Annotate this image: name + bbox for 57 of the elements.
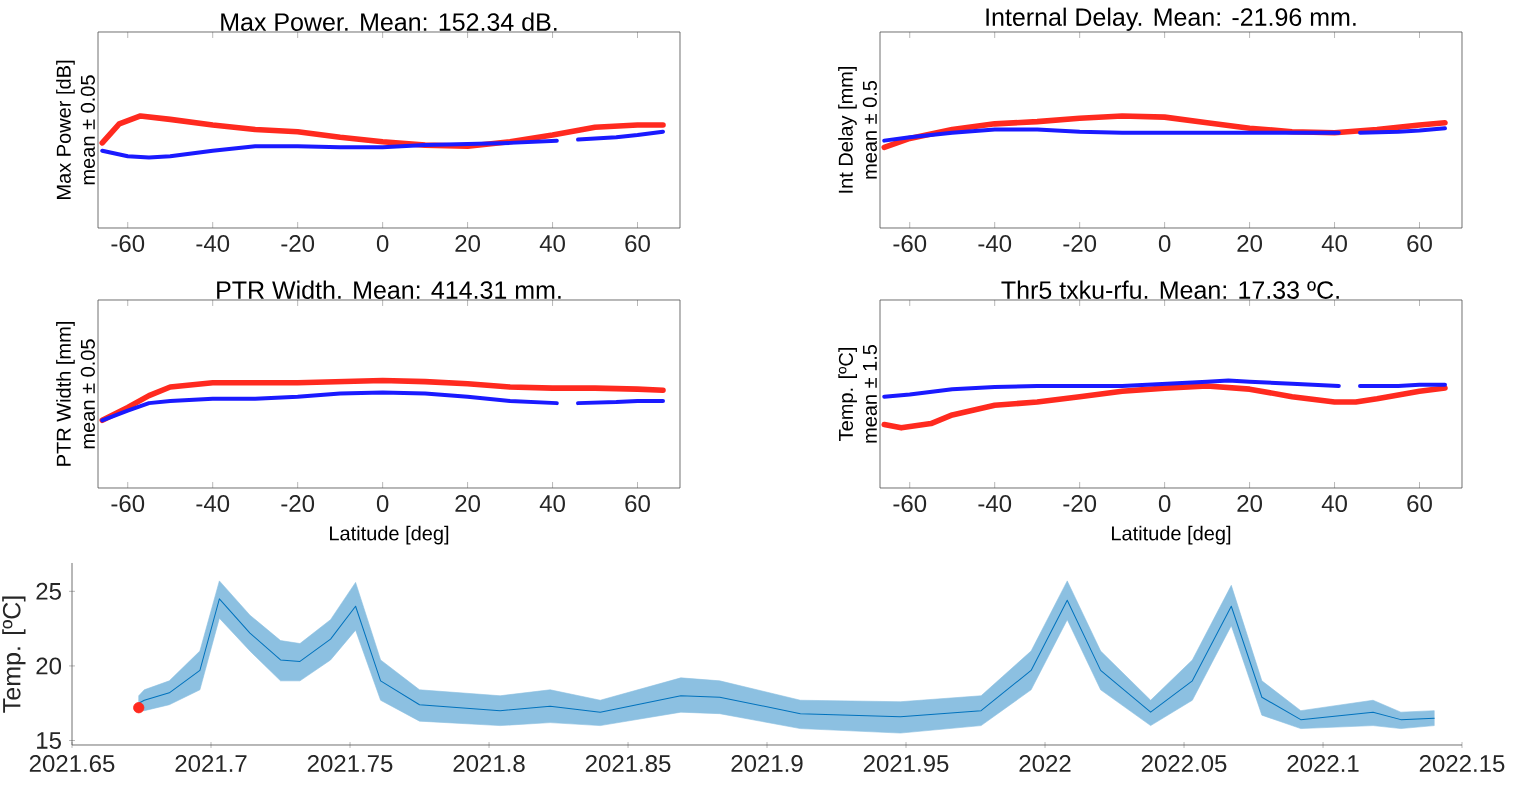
x-tick-label: 20 xyxy=(1237,495,1262,513)
x-tick-label: 2021.7 xyxy=(175,755,247,773)
x-tick-label: 2021.8 xyxy=(453,755,525,773)
x-tick-label: -20 xyxy=(1063,235,1097,253)
x-tick-label: 60 xyxy=(625,235,650,253)
x-axis-title: Latitude [deg] xyxy=(1112,525,1231,545)
x-tick-label: 2022.15 xyxy=(1419,755,1505,773)
x-tick-label: -20 xyxy=(1063,495,1097,513)
text: mean ± 0.05 xyxy=(80,75,95,185)
x-axis-title: Latitude [deg] xyxy=(330,525,449,545)
x-tick-label: -20 xyxy=(281,495,315,513)
y-axis-title: PTR Width [mm] xyxy=(56,322,75,466)
x-tick-label: 20 xyxy=(455,235,481,253)
x-tick-label: 60 xyxy=(625,495,650,513)
y-axis-title: Max Power [dB] xyxy=(56,60,75,199)
x-tick-label: 40 xyxy=(539,235,565,253)
y-tick-label: 20 xyxy=(36,657,62,675)
y-axis-title: Temp. [ºC] xyxy=(2,596,26,713)
chart-title: Thr5 txku-rfu. Mean: 17.33 ºC. xyxy=(1001,280,1339,299)
x-tick-label: -60 xyxy=(111,495,145,513)
x-tick-label: -40 xyxy=(196,235,230,253)
x-tick-label: 2021.75 xyxy=(307,755,393,773)
y-axis-title: Temp. [ºC] xyxy=(838,348,857,441)
x-tick-label: 2022 xyxy=(1019,755,1071,773)
x-tick-label: -60 xyxy=(893,495,927,513)
chart-title: Internal Delay. Mean: -21.96 mm. xyxy=(986,7,1356,31)
y-axis-title: Int Delay [mm] xyxy=(838,66,857,193)
x-tick-label: 0 xyxy=(376,235,389,253)
y-tick-label: 15 xyxy=(37,732,61,749)
x-tick-label: 2021.95 xyxy=(863,755,949,773)
x-tick-label: 60 xyxy=(1407,495,1432,513)
x-tick-label: -60 xyxy=(111,235,145,253)
x-tick-label: 40 xyxy=(1321,495,1347,513)
x-tick-label: -40 xyxy=(196,495,230,513)
x-tick-label: 2021.9 xyxy=(731,755,803,773)
y-tick-label: 25 xyxy=(36,582,61,600)
text: mean ± 1.5 xyxy=(862,344,877,443)
x-tick-label: 20 xyxy=(455,495,481,513)
x-tick-label: -40 xyxy=(978,235,1012,253)
x-tick-label: 40 xyxy=(1321,235,1347,253)
chart-title: PTR Width. Mean: 414.31 mm. xyxy=(217,280,561,299)
x-tick-label: 0 xyxy=(1158,235,1171,253)
x-tick-label: 2021.65 xyxy=(29,755,115,773)
chart-title: Max Power. Mean: 152.34 dB. xyxy=(221,12,557,31)
text: mean ± 0.5 xyxy=(862,80,877,179)
text: mean ± 0.05 xyxy=(80,339,95,449)
x-tick-label: 20 xyxy=(1237,235,1262,253)
x-tick-label: 0 xyxy=(1158,495,1171,513)
x-tick-label: 2022.05 xyxy=(1141,755,1227,773)
x-tick-label: 0 xyxy=(376,495,389,513)
x-tick-label: 2022.1 xyxy=(1287,755,1359,773)
x-tick-label: 2021.85 xyxy=(585,755,671,773)
x-tick-label: 40 xyxy=(539,495,565,513)
x-tick-label: -40 xyxy=(978,495,1012,513)
x-tick-label: -60 xyxy=(893,235,927,253)
x-tick-label: 60 xyxy=(1407,235,1432,253)
x-tick-label: -20 xyxy=(281,235,315,253)
